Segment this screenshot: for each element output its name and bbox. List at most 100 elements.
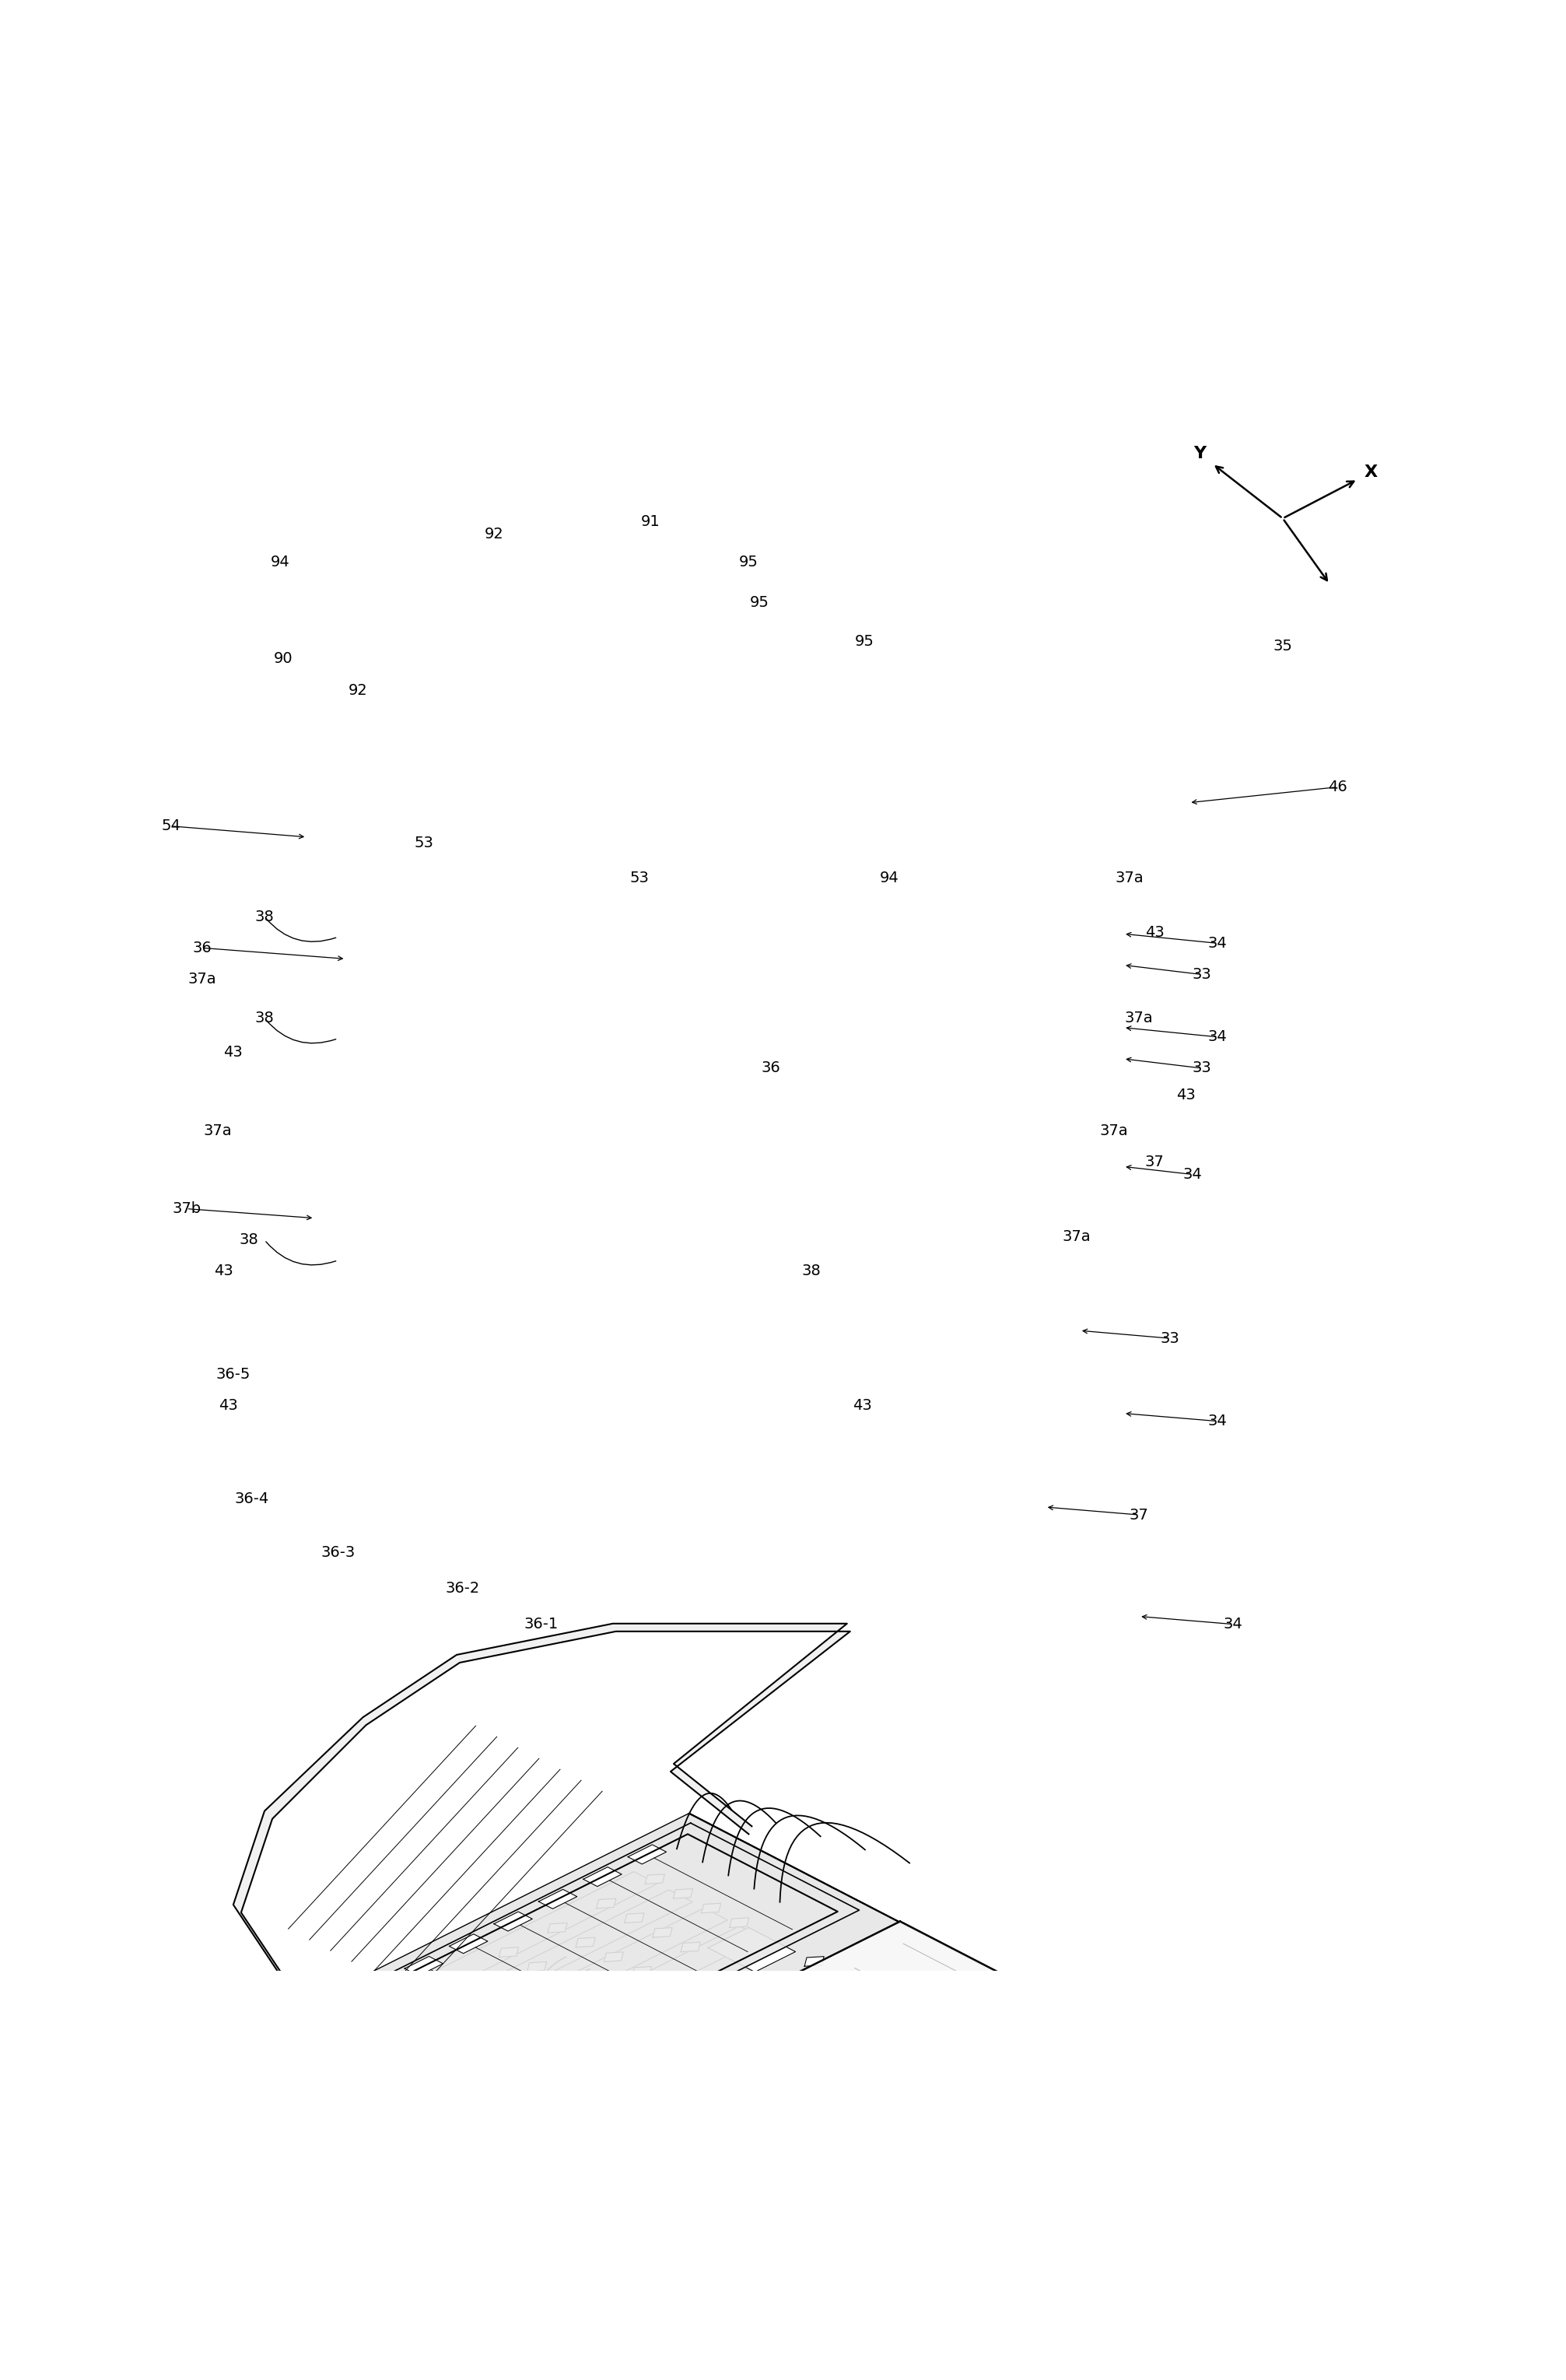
Polygon shape bbox=[454, 2006, 478, 2018]
Polygon shape bbox=[617, 2106, 636, 2118]
Polygon shape bbox=[373, 1921, 1228, 2354]
Text: 34: 34 bbox=[1182, 1166, 1201, 1183]
Polygon shape bbox=[734, 2021, 755, 2030]
Polygon shape bbox=[645, 2123, 664, 2132]
Polygon shape bbox=[521, 1983, 590, 2018]
Polygon shape bbox=[689, 1814, 1157, 2056]
Polygon shape bbox=[675, 1923, 697, 1935]
Polygon shape bbox=[283, 1814, 1157, 2259]
Polygon shape bbox=[687, 2035, 908, 2144]
Text: 38: 38 bbox=[255, 909, 274, 923]
Polygon shape bbox=[689, 1823, 1157, 2068]
Polygon shape bbox=[567, 1978, 594, 1990]
Polygon shape bbox=[705, 1959, 760, 1987]
Polygon shape bbox=[656, 2018, 879, 2130]
Polygon shape bbox=[440, 1904, 749, 2059]
Polygon shape bbox=[478, 1987, 498, 1997]
Polygon shape bbox=[449, 1935, 487, 1954]
Polygon shape bbox=[429, 2011, 449, 2021]
Text: 34: 34 bbox=[1207, 1031, 1226, 1045]
Polygon shape bbox=[752, 2056, 1157, 2259]
Polygon shape bbox=[360, 1978, 398, 1999]
Polygon shape bbox=[672, 1968, 741, 2004]
Polygon shape bbox=[628, 1844, 667, 1864]
Polygon shape bbox=[752, 2066, 1157, 2271]
Polygon shape bbox=[623, 2009, 926, 2159]
Polygon shape bbox=[529, 1997, 551, 2006]
Polygon shape bbox=[673, 2061, 744, 2097]
Polygon shape bbox=[689, 1814, 1157, 2059]
Polygon shape bbox=[594, 1992, 894, 2144]
Polygon shape bbox=[763, 2016, 833, 2052]
Polygon shape bbox=[648, 1909, 672, 1921]
Polygon shape bbox=[716, 2056, 1016, 2206]
Polygon shape bbox=[406, 2033, 428, 2042]
Polygon shape bbox=[575, 1921, 597, 1933]
Polygon shape bbox=[578, 1971, 600, 1983]
Text: 38: 38 bbox=[255, 1012, 274, 1026]
Polygon shape bbox=[626, 1947, 648, 1959]
Text: 53: 53 bbox=[413, 835, 434, 850]
Text: 37a: 37a bbox=[1099, 1123, 1129, 1138]
Polygon shape bbox=[752, 2063, 1157, 2268]
Polygon shape bbox=[283, 1821, 1157, 2266]
Polygon shape bbox=[689, 1821, 1157, 2063]
Text: 34: 34 bbox=[1207, 1414, 1226, 1428]
Text: X: X bbox=[1364, 464, 1378, 481]
Polygon shape bbox=[431, 2044, 454, 2056]
Polygon shape bbox=[460, 1952, 529, 1985]
Polygon shape bbox=[625, 1914, 644, 1923]
Polygon shape bbox=[556, 1975, 575, 1985]
Text: 43: 43 bbox=[1145, 926, 1164, 940]
Text: 38: 38 bbox=[802, 1264, 821, 1278]
Polygon shape bbox=[706, 2006, 727, 2016]
Polygon shape bbox=[681, 1942, 700, 1952]
Polygon shape bbox=[692, 1961, 725, 1978]
Polygon shape bbox=[623, 1897, 647, 1909]
Polygon shape bbox=[689, 1830, 1157, 2073]
Polygon shape bbox=[611, 1975, 698, 2021]
Polygon shape bbox=[379, 2018, 402, 2030]
Polygon shape bbox=[426, 1892, 692, 2028]
Text: 53: 53 bbox=[630, 871, 648, 885]
Polygon shape bbox=[567, 1975, 594, 1990]
Polygon shape bbox=[283, 1833, 1157, 2278]
Polygon shape bbox=[655, 2023, 955, 2175]
Text: 46: 46 bbox=[1328, 781, 1347, 795]
Text: 36-3: 36-3 bbox=[321, 1545, 355, 1559]
Polygon shape bbox=[583, 2013, 651, 2049]
Text: 36-1: 36-1 bbox=[523, 1616, 557, 1633]
Polygon shape bbox=[689, 1825, 1157, 2068]
Polygon shape bbox=[534, 2044, 589, 2071]
Polygon shape bbox=[283, 1816, 1157, 2261]
Polygon shape bbox=[752, 2068, 1157, 2273]
Text: 36-5: 36-5 bbox=[216, 1366, 251, 1383]
Polygon shape bbox=[633, 1966, 651, 1975]
Polygon shape bbox=[752, 2068, 1157, 2271]
Polygon shape bbox=[479, 2021, 503, 2033]
Polygon shape bbox=[460, 1911, 728, 2044]
Text: 38: 38 bbox=[240, 1233, 258, 1247]
Polygon shape bbox=[752, 2078, 1157, 2282]
Polygon shape bbox=[642, 1954, 711, 1987]
Polygon shape bbox=[584, 1990, 603, 2002]
Polygon shape bbox=[752, 2071, 1157, 2275]
Polygon shape bbox=[684, 2040, 987, 2190]
Polygon shape bbox=[689, 1823, 1157, 2066]
Polygon shape bbox=[406, 1885, 713, 2040]
Polygon shape bbox=[283, 1823, 1157, 2268]
Polygon shape bbox=[644, 2044, 713, 2080]
Polygon shape bbox=[752, 2073, 1157, 2278]
Polygon shape bbox=[561, 2078, 581, 2087]
Polygon shape bbox=[689, 1828, 1157, 2071]
Polygon shape bbox=[714, 2059, 734, 2068]
Text: 33: 33 bbox=[1192, 966, 1211, 983]
Polygon shape bbox=[283, 1814, 1157, 2259]
Polygon shape bbox=[485, 2040, 506, 2049]
Polygon shape bbox=[528, 1961, 547, 1971]
Polygon shape bbox=[861, 1985, 880, 1994]
Polygon shape bbox=[493, 1911, 532, 1930]
Polygon shape bbox=[752, 2078, 1157, 2282]
Polygon shape bbox=[749, 2066, 969, 2178]
Polygon shape bbox=[742, 2073, 763, 2082]
